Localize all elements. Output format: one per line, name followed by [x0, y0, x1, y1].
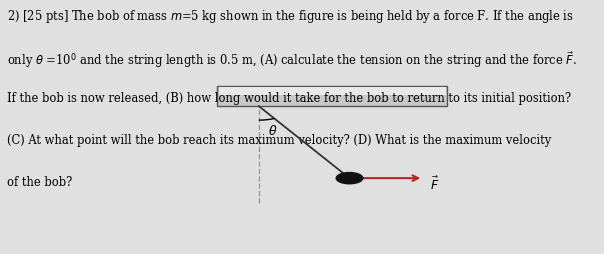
- Text: $\vec{F}$: $\vec{F}$: [431, 176, 440, 193]
- Text: only $\theta$ =10$^0$ and the string length is 0.5 m, (A) calculate the tension : only $\theta$ =10$^0$ and the string len…: [7, 50, 577, 69]
- Bar: [217, 86, 447, 107]
- Text: of the bob?: of the bob?: [7, 175, 72, 188]
- Text: $\theta$: $\theta$: [268, 123, 277, 137]
- Text: 2) [25 pts] The bob of mass $m$=5 kg shown in the figure is being held by a forc: 2) [25 pts] The bob of mass $m$=5 kg sho…: [7, 8, 574, 25]
- Circle shape: [336, 173, 363, 184]
- Text: If the bob is now released, (B) how long would it take for the bob to return to : If the bob is now released, (B) how long…: [7, 91, 571, 104]
- Text: (C) At what point will the bob reach its maximum velocity? (D) What is the maxim: (C) At what point will the bob reach its…: [7, 133, 551, 146]
- Bar: [219, 88, 446, 96]
